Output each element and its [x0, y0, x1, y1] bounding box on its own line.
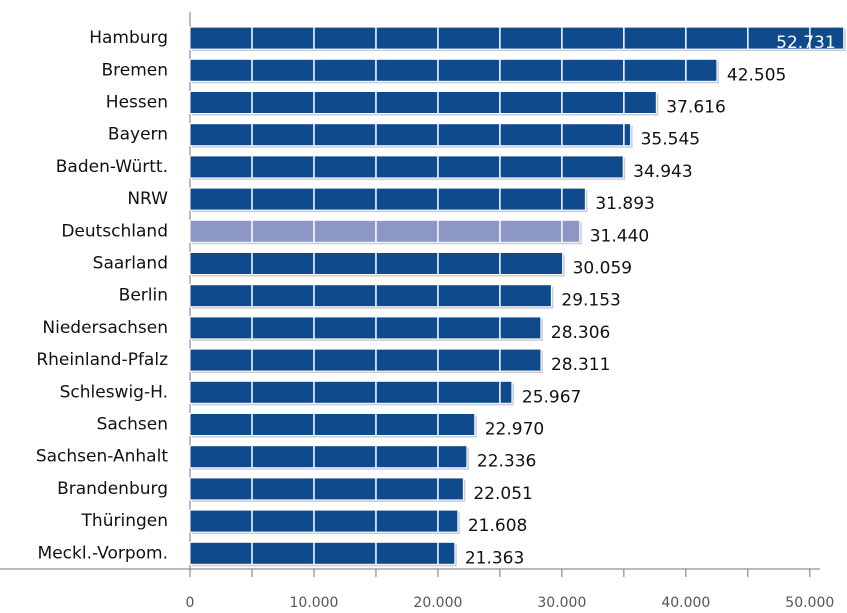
bar	[189, 316, 542, 340]
bar	[189, 155, 624, 179]
value-label: 31.440	[590, 226, 649, 246]
value-label: 52.731	[776, 33, 835, 53]
category-label: Berlin	[119, 286, 168, 306]
category-label: Deutschland	[61, 221, 168, 241]
bar	[189, 445, 468, 469]
category-label: Hamburg	[89, 28, 168, 48]
x-tick-label: 20.000	[413, 595, 462, 611]
bar	[189, 219, 581, 243]
bar	[189, 123, 632, 147]
value-label: 22.336	[477, 452, 536, 472]
value-label: 28.306	[551, 323, 610, 343]
bar	[189, 380, 513, 404]
category-label: Bremen	[101, 60, 168, 80]
value-label: 30.059	[573, 259, 632, 279]
value-label: 31.893	[595, 194, 654, 214]
bar	[189, 91, 657, 114]
value-label: 22.970	[485, 420, 544, 440]
bar	[189, 26, 845, 50]
category-label: Niedersachsen	[42, 318, 168, 338]
value-label: 22.051	[473, 484, 532, 504]
bar	[189, 348, 542, 372]
bar	[189, 541, 456, 565]
bar	[189, 187, 586, 211]
category-label: NRW	[127, 189, 168, 209]
bar	[189, 413, 476, 436]
x-tick-label: 10.000	[289, 595, 338, 611]
category-label: Schleswig-H.	[60, 382, 168, 402]
category-label: Thüringen	[81, 511, 168, 531]
category-label: Saarland	[93, 254, 168, 274]
value-label: 37.616	[666, 98, 725, 118]
x-tick-label: 50.000	[785, 595, 834, 611]
category-label: Hessen	[106, 93, 168, 113]
value-label: 34.943	[633, 162, 692, 182]
category-label: Sachsen-Anhalt	[36, 447, 168, 467]
value-label: 21.608	[468, 516, 527, 536]
category-label: Sachsen	[97, 415, 168, 435]
value-label: 25.967	[522, 387, 581, 407]
category-label: Rheinland-Pfalz	[36, 350, 168, 370]
bar	[189, 477, 464, 501]
category-label: Brandenburg	[57, 479, 168, 499]
value-label: 28.311	[551, 355, 610, 375]
category-label: Bayern	[108, 125, 168, 145]
category-label: Baden-Württ.	[56, 157, 168, 177]
x-tick-label: 0	[186, 595, 195, 611]
value-label: 21.363	[465, 548, 524, 568]
value-label: 29.153	[561, 291, 620, 311]
value-label: 35.545	[641, 130, 700, 150]
value-label: 42.505	[727, 65, 786, 85]
x-tick-label: 30.000	[537, 595, 586, 611]
category-label: Meckl.-Vorpom.	[38, 543, 168, 563]
bar	[189, 509, 459, 533]
bar	[189, 58, 718, 82]
bar	[189, 284, 552, 308]
x-tick-label: 40.000	[661, 595, 710, 611]
